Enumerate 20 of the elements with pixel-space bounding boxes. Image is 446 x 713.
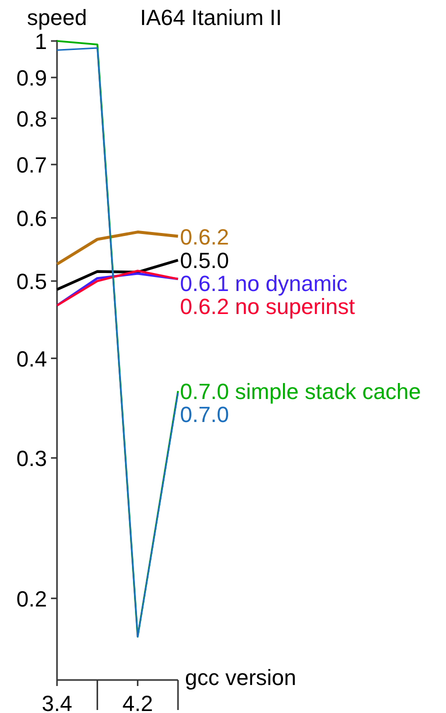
series-label: 0.5.0 (180, 248, 229, 274)
y-tick-label: 0.6 (16, 206, 47, 231)
series-label: 0.7.0 (180, 402, 229, 427)
y-tick-label: 0.9 (16, 65, 47, 90)
line-series (56, 230, 180, 266)
series-label: 0.6.2 (180, 224, 229, 250)
series-label: 0.7.0 simple stack cache (180, 378, 421, 404)
y-axis-title: speed (27, 5, 87, 30)
chart-title: IA64 Itanium II (140, 5, 282, 30)
y-tick-label: 0.5 (16, 269, 47, 294)
y-tick-label: 0.3 (16, 446, 47, 471)
x-tick-label: 3.4 (42, 691, 72, 713)
x-tick-label: 4.2 (122, 691, 153, 713)
y-tick-label: 0.2 (16, 586, 47, 612)
y-tick-label: 0.4 (16, 346, 47, 372)
y-tick-label: 1 (34, 29, 47, 54)
y-tick-label: 0.7 (16, 152, 47, 178)
series-label: 0.6.1 no dynamic (180, 271, 348, 296)
x-axis-title: gcc version (185, 665, 296, 690)
y-tick-label: 0.8 (16, 106, 47, 132)
